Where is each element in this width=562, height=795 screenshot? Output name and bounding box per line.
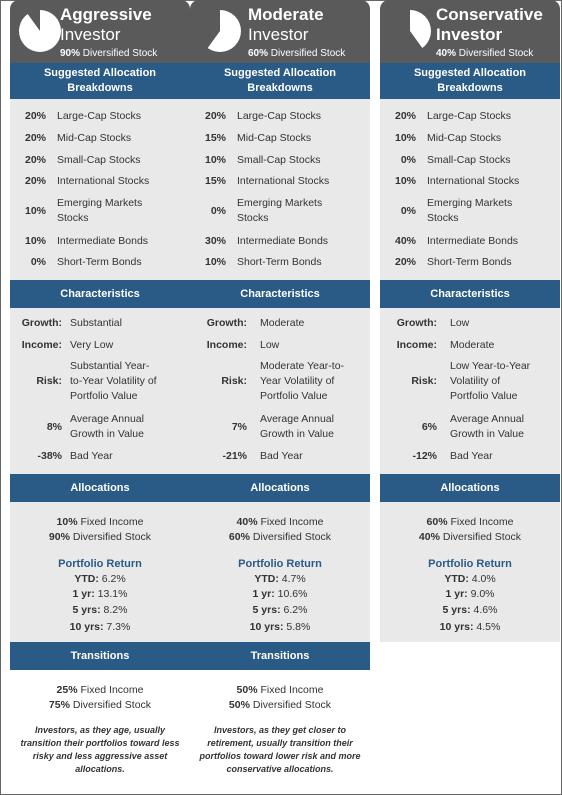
return-line: 1 yr: 13.1% <box>72 588 128 600</box>
card-body <box>380 63 560 642</box>
card-title-line2: Investor <box>248 25 309 44</box>
allocation-summary-line: 60% Fixed Income <box>426 516 514 528</box>
return-line: 10 yrs: 7.3% <box>69 621 131 633</box>
allocation-breakdown-heading: Suggested Allocation Breakdowns <box>10 63 190 99</box>
return-line: 1 yr: 9.0% <box>445 588 495 600</box>
characteristics-heading: Characteristics <box>10 280 190 308</box>
allocation-summary-line: 40% Diversified Stock <box>418 531 522 543</box>
moderate-investor-card: Moderate Investor 60% Diversified Stock … <box>190 0 370 795</box>
transition-note: Investors, as they get closer to retirem… <box>199 725 361 774</box>
card-header: Moderate Investor 60% Diversified Stock <box>190 0 370 63</box>
card-title: Moderate <box>248 5 324 24</box>
card-subtitle: 90% Diversified Stock <box>60 48 158 59</box>
aggressive-investor-card: Aggressive Investor 90% Diversified Stoc… <box>10 0 190 795</box>
allocation-summary-line: 90% Diversified Stock <box>48 531 152 543</box>
portfolio-return-title: Portfolio Return <box>238 558 322 570</box>
allocations-heading: Allocations <box>380 474 560 502</box>
card-header: Aggressive Investor 90% Diversified Stoc… <box>10 0 190 63</box>
return-line: 5 yrs: 8.2% <box>72 604 128 616</box>
portfolio-return-title: Portfolio Return <box>58 558 142 570</box>
allocations-heading: Allocations <box>190 474 370 502</box>
transition-line: 50% Fixed Income <box>236 684 324 696</box>
allocation-summary-line: 40% Fixed Income <box>236 516 324 528</box>
transition-line: 75% Diversified Stock <box>48 699 152 711</box>
card-body <box>190 63 370 670</box>
transition-line: 50% Diversified Stock <box>228 699 332 711</box>
card-title-line2: Investor <box>60 25 121 44</box>
return-line: 10 yrs: 4.5% <box>439 621 501 633</box>
return-line: 1 yr: 10.6% <box>252 588 308 600</box>
card-title: Aggressive <box>60 5 152 24</box>
return-line: 10 yrs: 5.8% <box>249 621 311 633</box>
characteristics-heading: Characteristics <box>380 280 560 308</box>
card-title: Conservative <box>436 5 543 24</box>
allocation-summary-line: 10% Fixed Income <box>56 516 144 528</box>
transition-line: 25% Fixed Income <box>56 684 144 696</box>
pie-icon <box>198 9 241 52</box>
transitions-heading: Transitions <box>10 642 190 670</box>
return-line: YTD: 4.0% <box>444 573 496 585</box>
allocations-heading: Allocations <box>10 474 190 502</box>
portfolio-return-title: Portfolio Return <box>428 558 512 570</box>
card-title-line2: Investor <box>436 25 503 44</box>
card-header: Conservative Investor 40% Diversified St… <box>380 0 560 63</box>
return-line: YTD: 6.2% <box>74 573 126 585</box>
conservative-investor-card: Conservative Investor 40% Diversified St… <box>380 0 560 795</box>
transitions-heading: Transitions <box>190 642 370 670</box>
return-line: 5 yrs: 4.6% <box>442 604 498 616</box>
card-subtitle: 60% Diversified Stock <box>248 48 346 59</box>
card-body <box>10 63 190 670</box>
characteristics-heading: Characteristics <box>190 280 370 308</box>
return-line: 5 yrs: 6.2% <box>252 604 308 616</box>
pie-icon <box>388 9 431 53</box>
return-line: YTD: 4.7% <box>254 573 306 585</box>
pie-icon <box>19 9 61 52</box>
allocation-breakdown-heading: Suggested Allocation Breakdowns <box>380 63 560 99</box>
card-subtitle: 40% Diversified Stock <box>436 48 534 59</box>
allocation-breakdown-heading: Suggested Allocation Breakdowns <box>190 63 370 99</box>
transition-note: Investors, as they age, usually transiti… <box>20 725 180 774</box>
allocation-summary-line: 60% Diversified Stock <box>228 531 332 543</box>
